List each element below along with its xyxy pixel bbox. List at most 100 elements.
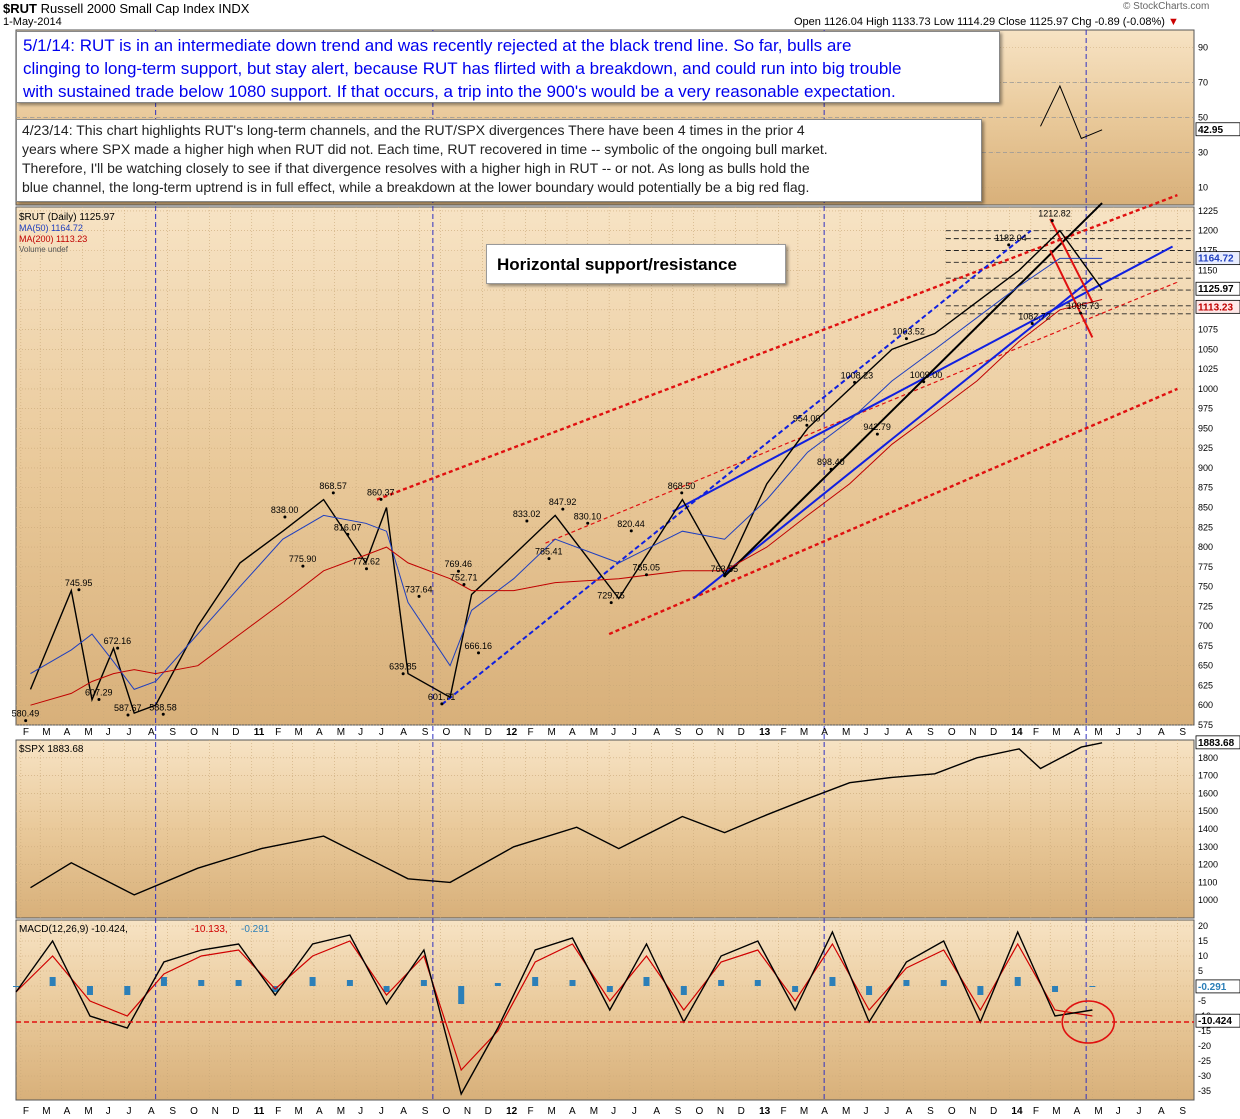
price-label: 607.29 <box>85 687 113 697</box>
price-point <box>331 491 335 495</box>
x-tick-label: J <box>358 1106 363 1117</box>
x-tick-label: N <box>212 727 219 738</box>
callout-horizontal-support: Horizontal support/resistance <box>486 244 786 284</box>
price-label: 847.92 <box>549 497 577 507</box>
ma200-line <box>30 299 1103 706</box>
x-tick-label: J <box>863 1106 868 1117</box>
x-tick-label: J <box>1116 727 1121 738</box>
price-point <box>853 380 857 384</box>
macd-histogram-bar <box>866 986 873 995</box>
spx-y-tick: 1400 <box>1198 824 1218 834</box>
x-tick-label: A <box>1074 727 1081 738</box>
x-tick-label: 14 <box>1011 1106 1023 1117</box>
macd-histogram-bar <box>13 986 19 987</box>
price-label: 745.95 <box>65 578 93 588</box>
x-tick-label: A <box>400 1106 407 1117</box>
x-tick-label: A <box>653 727 660 738</box>
x-tick-label: S <box>422 1106 429 1117</box>
x-tick-label: 13 <box>759 727 771 738</box>
exchange: INDX <box>218 1 250 16</box>
macd-circle-highlight <box>1061 1000 1116 1044</box>
x-tick-label: N <box>717 727 724 738</box>
x-tick-label: A <box>1158 727 1165 738</box>
x-tick-label: J <box>1137 727 1142 738</box>
x-tick-label: O <box>190 1106 198 1117</box>
price-point <box>401 672 405 676</box>
macd-legend-signal: -10.133, <box>191 924 228 935</box>
red-downtrend-lower <box>1049 250 1094 338</box>
price-point <box>440 702 444 706</box>
x-tick-label: J <box>884 727 889 738</box>
x-tick-label: F <box>275 1106 281 1117</box>
chart-date: 1-May-2014 <box>3 16 62 28</box>
macd-y-tick: 10 <box>1198 951 1208 961</box>
price-label: 833.02 <box>513 509 541 519</box>
price-label: 942.79 <box>863 422 891 432</box>
macd-y-tick: -35 <box>1198 1086 1211 1096</box>
rsi-line <box>1040 84 1103 140</box>
x-tick-label: J <box>1137 1106 1142 1117</box>
ma50-line <box>30 257 1103 690</box>
price-point <box>1079 311 1083 315</box>
price-y-tick: 975 <box>1198 404 1213 414</box>
macd-histogram-bar <box>420 980 427 986</box>
macd-histogram-bar <box>1052 986 1059 992</box>
x-tick-label: A <box>906 727 913 738</box>
x-tick-label: M <box>800 1106 808 1117</box>
rut-last-value-box <box>1195 281 1240 296</box>
x-tick-label: F <box>781 1106 787 1117</box>
rsi-y-tick: 50 <box>1198 113 1208 123</box>
price-y-tick: 1150 <box>1198 265 1217 275</box>
price-point <box>126 713 130 717</box>
price-y-tick: 600 <box>1198 700 1213 710</box>
x-tick-label: A <box>316 1106 323 1117</box>
rsi-last-value-box <box>1195 122 1240 137</box>
price-point <box>680 491 684 495</box>
x-tick-label: M <box>590 727 598 738</box>
price-label: 868.57 <box>319 481 347 491</box>
price-y-tick: 925 <box>1198 443 1213 453</box>
macd-histogram-bar <box>49 977 56 986</box>
price-point <box>301 564 305 568</box>
macd-legend: MACD(12,26,9) -10.424, <box>19 924 128 935</box>
x-tick-label: M <box>800 727 808 738</box>
price-y-tick: 750 <box>1198 582 1213 592</box>
x-tick-label: D <box>738 727 745 738</box>
price-point <box>561 507 565 511</box>
price-point <box>644 573 648 577</box>
x-tick-label: F <box>23 1106 29 1117</box>
x-tick-label: M <box>548 727 556 738</box>
price-label: 729.75 <box>597 591 625 601</box>
x-tick-label: N <box>969 1106 976 1117</box>
x-tick-label: S <box>169 1106 176 1117</box>
price-point <box>875 432 879 436</box>
price-point <box>1007 243 1011 247</box>
price-label: 772.62 <box>352 557 380 567</box>
price-point <box>904 337 908 341</box>
macd-y-tick: -5 <box>1198 996 1206 1006</box>
macd-histogram-bar <box>940 980 947 986</box>
blue-dashed-trendline <box>441 229 1032 706</box>
x-tick-label: A <box>148 1106 155 1117</box>
price-label: 601.71 <box>428 692 456 702</box>
x-tick-label: A <box>1074 1106 1081 1117</box>
x-tick-label: M <box>337 727 345 738</box>
price-label: 830.10 <box>574 511 602 521</box>
price-y-tick: 800 <box>1198 542 1213 552</box>
macd-histogram-last-value: -0.291 <box>1198 982 1227 993</box>
x-tick-label: O <box>695 727 703 738</box>
price-label: 1008.23 <box>841 370 874 380</box>
x-tick-label: D <box>485 727 492 738</box>
price-y-tick: 675 <box>1198 641 1213 651</box>
x-tick-label: M <box>295 727 303 738</box>
spx-y-tick: 1700 <box>1198 771 1218 781</box>
x-tick-label: D <box>990 1106 997 1117</box>
price-y-tick: 1225 <box>1198 206 1218 216</box>
macd-histogram-bar <box>606 986 613 992</box>
x-tick-label: M <box>842 727 850 738</box>
macd-histogram-bar <box>346 980 353 986</box>
x-tick-label: A <box>906 1106 913 1117</box>
price-label: 769.46 <box>444 559 472 569</box>
x-tick-label: 14 <box>1011 727 1023 738</box>
x-tick-label: D <box>232 727 239 738</box>
